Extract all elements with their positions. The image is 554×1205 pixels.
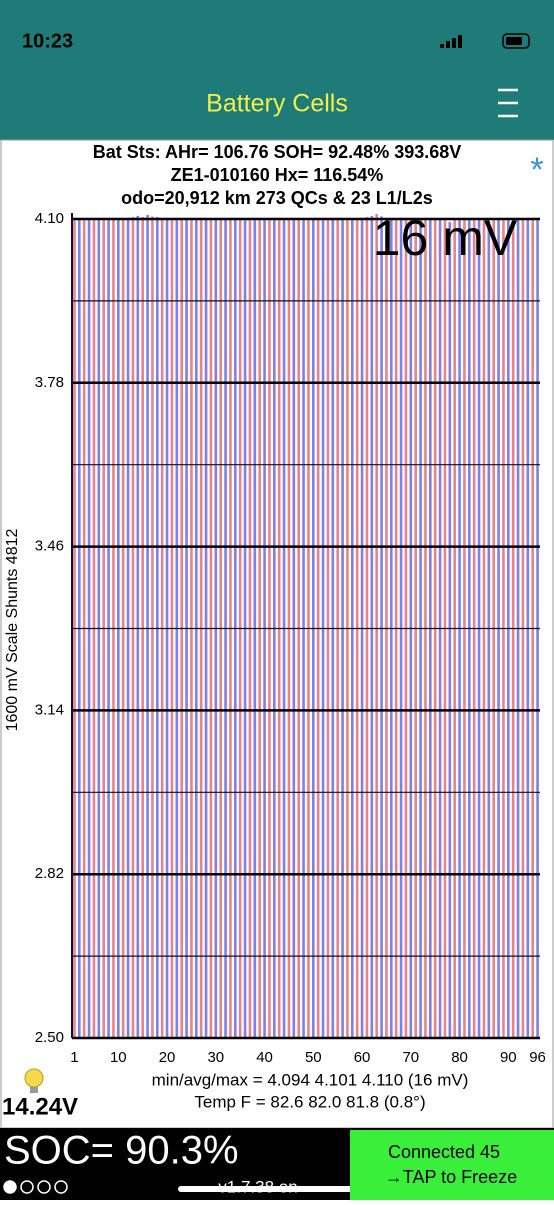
tap-to-freeze[interactable]: →TAP to Freeze — [385, 1167, 517, 1187]
x-tick-label: 96 — [529, 1049, 546, 1066]
min-avg-max: min/avg/max = 4.094 4.101 4.110 (16 mV) — [152, 1070, 469, 1089]
bar — [375, 213, 378, 1039]
menu-button[interactable] — [498, 88, 518, 118]
aux-voltage: 14.24V — [2, 1093, 78, 1120]
connected[interactable]: Connected 45 — [388, 1142, 500, 1162]
x-tick-label: 10 — [110, 1049, 127, 1066]
info-line3: odo=20,912 km 273 QCs & 23 L1/L2s — [121, 188, 433, 208]
nav-title: Battery Cells — [206, 90, 348, 118]
bar — [136, 215, 140, 1038]
bar — [131, 216, 135, 1038]
y-tick-label: 3.14 — [35, 701, 64, 718]
x-tick-label: 30 — [207, 1049, 224, 1066]
x-tick-label: 50 — [305, 1049, 322, 1066]
y-tick-label: 3.46 — [35, 538, 64, 555]
header-bg — [0, 0, 554, 140]
bar — [380, 216, 383, 1039]
bar — [448, 222, 452, 1039]
y-axis-label: 1600 mV Scale Shunts 4812 — [4, 529, 21, 732]
bar — [151, 216, 154, 1039]
connect-button[interactable] — [350, 1130, 554, 1200]
y-tick-label: 3.78 — [35, 374, 64, 391]
x-tick-label: 60 — [354, 1049, 371, 1066]
page-dots[interactable] — [3, 1180, 68, 1194]
y-tick-label: 2.50 — [35, 1029, 64, 1046]
info-line2: ZE1-010160 Hx= 116.54% — [171, 165, 384, 185]
info-line1: Bat Sts: AHr= 106.76 SOH= 92.48% 393.68V — [93, 142, 462, 162]
x-tick-label: 40 — [256, 1049, 273, 1066]
status-icons — [440, 33, 530, 49]
spread-label: 16 mV — [373, 210, 518, 266]
home-indicator — [178, 1186, 376, 1192]
y-tick-label: 2.82 — [35, 865, 64, 882]
bar — [146, 214, 149, 1038]
bulb-icon[interactable] — [24, 1068, 44, 1093]
x-tick-label: 20 — [159, 1049, 176, 1066]
bar — [365, 216, 369, 1038]
asterisk[interactable]: * — [530, 151, 543, 189]
y-tick-label: 4.10 — [35, 210, 64, 227]
status-time: 10:23 — [22, 30, 73, 52]
chart: 2.50 2.82 3.14 3.46 3.78 4.10 1 10 20 30 40 50 60 70 8… — [35, 210, 546, 1066]
x-tick-label: 80 — [451, 1049, 468, 1066]
soc: SOC= 90.3% — [4, 1129, 239, 1173]
x-tick-label: 70 — [402, 1049, 419, 1066]
bar — [141, 216, 144, 1038]
temperature: Temp F = 82.6 82.0 81.8 (0.8°) — [194, 1092, 425, 1111]
bar — [156, 216, 159, 1038]
bar — [370, 215, 374, 1038]
x-tick-label: 90 — [500, 1049, 517, 1066]
x-tick-label: 1 — [70, 1049, 78, 1066]
